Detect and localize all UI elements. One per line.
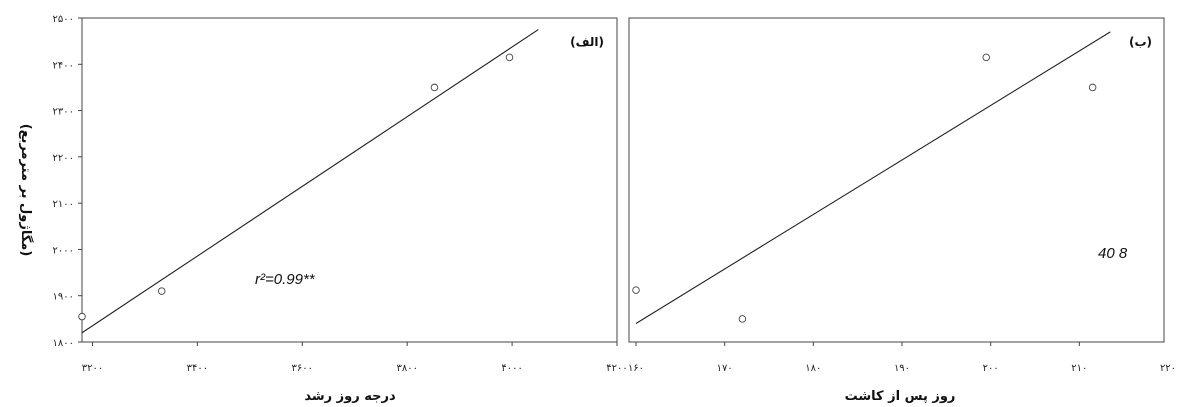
panel-a-x-tick-label: ۳۴۰۰: [187, 363, 208, 374]
panel-a-x-tick-label: ۴۰۰۰: [501, 363, 522, 374]
panel-b-marks: [632, 31, 1111, 324]
panel-a-y-tick-label: ۱۸۰۰: [53, 338, 74, 349]
panel-a-x-tick-label: ۳۶۰۰: [292, 363, 313, 374]
panel-b-x-tick-label: ۱۸۰: [805, 363, 821, 374]
panel-a-x-ticks: ۳۲۰۰ ۳۴۰۰ ۳۶۰۰ ۳۸۰۰ ۴۰۰۰ ۴۲۰۰: [82, 342, 628, 374]
panel-b-data-point: [982, 53, 990, 62]
panel-b-data-point: [738, 315, 747, 323]
panel-b-x-tick-label: ۱۶۰: [628, 363, 644, 374]
panel-b-data-point: [632, 286, 640, 294]
panel-a-label: (الف): [570, 35, 604, 49]
panel-a-x-tick-label: ۳۲۰۰: [82, 363, 103, 374]
panel-a: ۱۸۰۰ ۱۹۰۰ ۲۰۰۰ ۲۱۰۰ ۲۲۰۰ ۲۳۰۰ ۲۴۰۰ ۲۵۰۰ ۳۲۰۰ ۳۴۰…: [53, 14, 628, 404]
panel-a-y-tick-label: ۲۳۰۰: [53, 107, 74, 118]
panel-b-x-tick-label: ۱۷۰: [717, 363, 733, 374]
panel-b-fit-line: [635, 31, 1111, 324]
panel-a-y-tick-label: ۲۴۰۰: [53, 60, 74, 71]
panel-a-y-ticks: ۱۸۰۰ ۱۹۰۰ ۲۰۰۰ ۲۱۰۰ ۲۲۰۰ ۲۳۰۰ ۲۴۰۰ ۲۵۰۰: [53, 14, 82, 349]
panel-a-data-point: [157, 287, 166, 295]
panel-a-data-point: [505, 53, 514, 62]
panel-b-x-ticks: ۱۶۰ ۱۷۰ ۱۸۰ ۱۹۰ ۲۰۰ ۲۱۰ ۲۲۰: [628, 342, 1176, 374]
panel-a-x-tick-label: ۳۸۰۰: [396, 363, 417, 374]
panel-a-x-tick-label: ۴۲۰۰: [606, 363, 627, 374]
panel-a-marks: [78, 29, 539, 334]
panel-b-x-tick-label: ۱۹۰: [894, 363, 910, 374]
panel-a-y-tick-label: ۲۲۰۰: [53, 153, 74, 164]
panel-a-fit-line: [81, 29, 539, 334]
panel-b-frame: [628, 17, 1165, 343]
panel-a-y-tick-label: ۱۹۰۰: [53, 292, 74, 303]
panel-b-x-tick-label: ۲۱۰: [1071, 363, 1087, 374]
panel-a-y-tick-label: ۲۵۰۰: [53, 14, 74, 25]
panel-b-annotation: 40 8: [1098, 245, 1128, 262]
panel-a-x-axis-label: درجه روز رشد: [304, 389, 396, 404]
panel-a-annotation: r²=0.99**: [255, 271, 316, 288]
panel-b: ۱۶۰ ۱۷۰ ۱۸۰ ۱۹۰ ۲۰۰ ۲۱۰ ۲۲۰ (ب) 40 8 روز پس از…: [628, 17, 1176, 404]
panel-a-y-tick-label: ۲۱۰۰: [53, 199, 74, 210]
panel-a-data-point: [78, 312, 86, 321]
panel-a-data-point: [430, 83, 439, 92]
y-axis-label: (مگاژول بر مترمربع): [18, 124, 34, 257]
panel-b-label: (ب): [1129, 35, 1152, 49]
panel-b-x-axis-label: روز پس از کاشت: [845, 389, 956, 404]
panel-b-data-point: [1088, 83, 1097, 92]
panel-a-y-tick-label: ۲۰۰۰: [53, 245, 74, 256]
panel-b-x-tick-label: ۲۲۰: [1160, 363, 1176, 374]
panel-a-frame: [81, 17, 618, 343]
panel-b-x-tick-label: ۲۰۰: [983, 363, 999, 374]
